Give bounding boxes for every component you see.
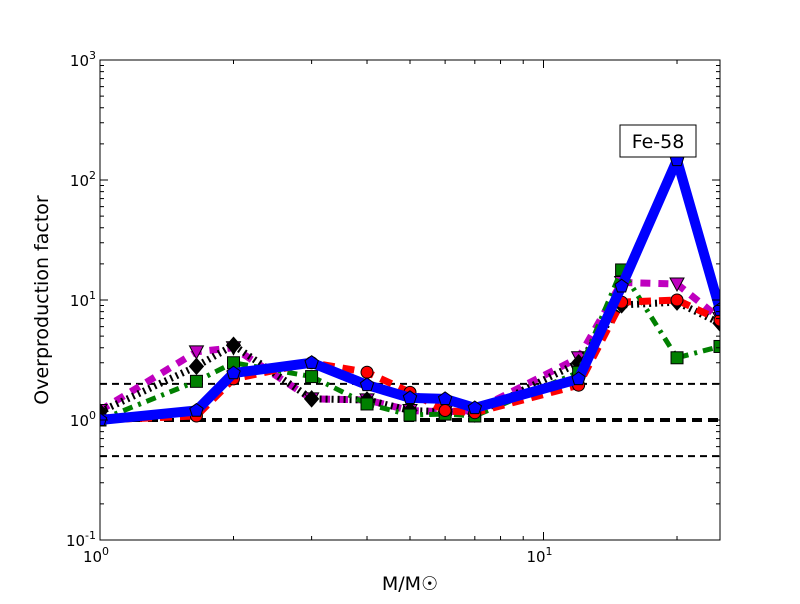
series-blue-marker (614, 278, 629, 293)
series-magenta-marker (188, 345, 205, 360)
series-black-marker (303, 390, 320, 408)
series-blue-marker (402, 390, 418, 404)
annotation-label: Fe-58 (632, 131, 685, 153)
plot-frame (99, 59, 721, 541)
series-black-marker (188, 357, 205, 376)
y-tick-label: 101 (70, 289, 96, 310)
series-green-marker (360, 397, 374, 411)
x-tick-label: 100 (83, 545, 109, 566)
y-tick-label: 10-1 (66, 529, 96, 550)
x-tick-label: 101 (526, 545, 552, 566)
y-tick-label: 103 (70, 49, 96, 70)
series-red-marker (713, 313, 720, 327)
series-green-marker (403, 408, 417, 422)
series-green-marker (305, 370, 319, 384)
series-blue-line (100, 154, 720, 425)
y-tick-label: 102 (70, 169, 96, 190)
series-blue-marker (467, 400, 483, 415)
series-blue-marker (226, 365, 241, 380)
series-blue-marker (571, 371, 586, 386)
series-green-marker (189, 374, 203, 388)
series-blue-marker (189, 402, 204, 417)
y-axis-label: Overproduction factor (31, 195, 53, 405)
series-green-marker (670, 351, 684, 365)
series-red-marker (360, 365, 374, 379)
series-blue-marker (304, 355, 319, 369)
y-tick-label: 100 (70, 409, 96, 430)
series-blue-marker (437, 391, 453, 405)
series-blue (100, 152, 720, 427)
series-red-marker (670, 293, 684, 307)
series-green-marker (713, 339, 720, 353)
series-black-marker (225, 336, 242, 354)
series-red-marker (438, 403, 452, 417)
annotation-box: Fe-58 (619, 124, 697, 158)
series-blue-marker (100, 412, 108, 427)
x-axis-label: M/M☉ (382, 573, 438, 595)
series-blue-marker (359, 377, 375, 392)
series-magenta-marker (669, 277, 685, 293)
series-black-line (100, 298, 720, 418)
